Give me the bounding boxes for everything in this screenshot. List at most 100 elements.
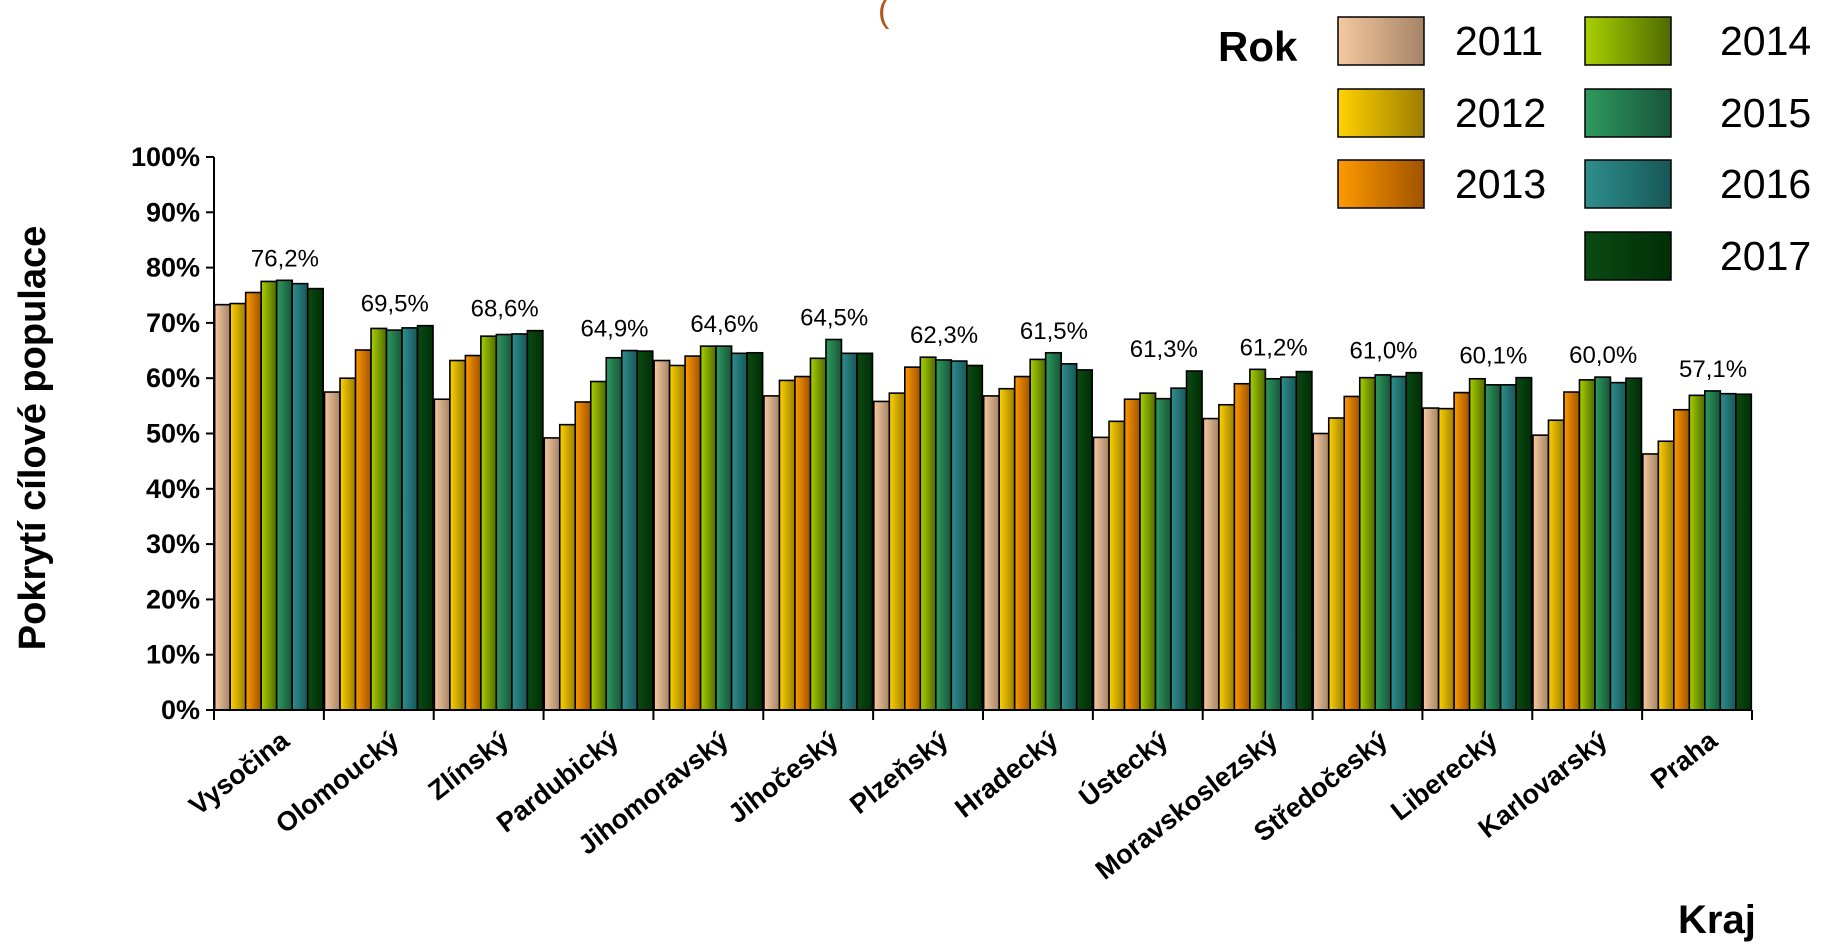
- bar-2016: [1170, 387, 1188, 711]
- bar-2011: [763, 395, 781, 711]
- bar-2016: [1719, 392, 1737, 711]
- bar-2017: [416, 324, 434, 711]
- bar-2012: [1437, 407, 1455, 711]
- category-label: Jihočeský: [723, 725, 844, 829]
- bar-2015: [1264, 377, 1282, 711]
- bar-2016: [1280, 376, 1298, 711]
- bar-2016: [1499, 384, 1517, 711]
- bar-2013: [1563, 391, 1581, 711]
- category-label: Plzeňský: [844, 725, 954, 820]
- chart-title-fragment: (: [878, 0, 890, 30]
- data-label: 57,1%: [1679, 356, 1747, 383]
- category-label: Ústecký: [1073, 724, 1174, 812]
- bar-2014: [699, 345, 717, 711]
- bar-2015: [495, 333, 513, 711]
- bars: [213, 279, 1753, 711]
- y-tick-label: 0%: [161, 695, 200, 725]
- category-label: Moravskoslezský: [1090, 725, 1284, 885]
- bar-2014: [480, 335, 498, 711]
- bar-2015: [1704, 390, 1722, 711]
- bar-2011: [873, 400, 891, 711]
- legend-label-2017: 2017: [1720, 233, 1811, 279]
- bar-2012: [888, 392, 906, 711]
- data-label: 61,3%: [1130, 336, 1198, 363]
- bar-2012: [1218, 403, 1236, 711]
- bar-2017: [1515, 376, 1533, 711]
- bar-2015: [605, 356, 623, 711]
- y-tick-label: 100%: [131, 142, 200, 172]
- bar-2016: [511, 333, 529, 711]
- bar-2012: [1547, 419, 1565, 711]
- bar-2016: [1060, 363, 1078, 711]
- bar-2015: [825, 338, 843, 711]
- bar-2017: [966, 364, 984, 711]
- legend-swatch-2013: [1337, 159, 1425, 209]
- y-axis-title: Pokrytí cílové populace: [12, 226, 54, 650]
- bar-2015: [715, 345, 733, 711]
- bar-2013: [904, 366, 922, 711]
- bar-2014: [370, 327, 388, 711]
- bar-2014: [260, 280, 278, 711]
- bar-2014: [1029, 358, 1047, 711]
- bar-2014: [1139, 392, 1157, 711]
- bar-2013: [1343, 395, 1361, 711]
- legend-label-2016: 2016: [1720, 161, 1811, 207]
- category-label: Zlínský: [423, 725, 515, 806]
- data-label: 64,9%: [580, 316, 648, 343]
- bar-2013: [1673, 408, 1691, 711]
- bar-2017: [306, 287, 324, 711]
- category-label: Vysočina: [184, 724, 296, 821]
- bar-2016: [1389, 375, 1408, 711]
- bar-2014: [919, 356, 937, 711]
- data-label: 68,6%: [471, 296, 539, 323]
- legend: 2011 2012 2013 2014 2015 2016 2017: [1337, 16, 1811, 281]
- bar-2012: [339, 377, 357, 711]
- bar-2015: [385, 329, 403, 711]
- data-label: 61,5%: [1020, 318, 1088, 345]
- bar-2012: [229, 302, 247, 711]
- legend-swatch-2017: [1584, 231, 1672, 281]
- bar-2012: [778, 379, 796, 711]
- bar-2016: [401, 327, 419, 711]
- data-label: 64,5%: [800, 304, 868, 331]
- bar-2011: [433, 398, 451, 711]
- bar-2015: [275, 279, 293, 711]
- legend-swatch-2011: [1337, 16, 1425, 66]
- bar-2012: [1108, 420, 1126, 711]
- bar-2011: [1092, 436, 1110, 711]
- y-tick-label: 50%: [146, 419, 200, 449]
- category-label: Hradecký: [949, 725, 1063, 824]
- bar-2012: [449, 359, 467, 711]
- bar-2016: [1609, 381, 1627, 711]
- data-label: 64,6%: [690, 311, 758, 338]
- bar-2014: [589, 380, 608, 711]
- bar-2017: [1075, 369, 1093, 711]
- data-label: 62,3%: [910, 322, 978, 349]
- bar-2014: [1249, 368, 1267, 711]
- bar-2017: [746, 351, 764, 711]
- legend-swatch-2014: [1584, 16, 1672, 66]
- bar-2014: [1468, 377, 1486, 711]
- bar-2014: [1688, 394, 1706, 711]
- category-label: Olomoucký: [270, 725, 404, 839]
- bar-2013: [574, 401, 592, 711]
- bar-2015: [1044, 351, 1062, 711]
- bar-2011: [1532, 434, 1550, 711]
- data-label: 76,2%: [251, 245, 319, 272]
- data-label: 69,5%: [361, 291, 429, 318]
- legend-swatch-2015: [1584, 88, 1672, 138]
- bar-2012: [558, 423, 577, 711]
- data-labels: 76,2% 69,5% 68,6% 64,9% 64,6% 64,5% 62,3% 61,5%…: [251, 245, 1747, 383]
- bar-2016: [730, 352, 748, 711]
- data-label: 61,0%: [1349, 338, 1417, 365]
- bar-2015: [935, 359, 953, 711]
- bar-2011: [653, 359, 671, 711]
- bar-2016: [840, 352, 858, 711]
- bar-2011: [213, 303, 231, 711]
- bar-2014: [1358, 376, 1377, 711]
- bar-2013: [684, 355, 702, 711]
- bar-2011: [982, 395, 1000, 711]
